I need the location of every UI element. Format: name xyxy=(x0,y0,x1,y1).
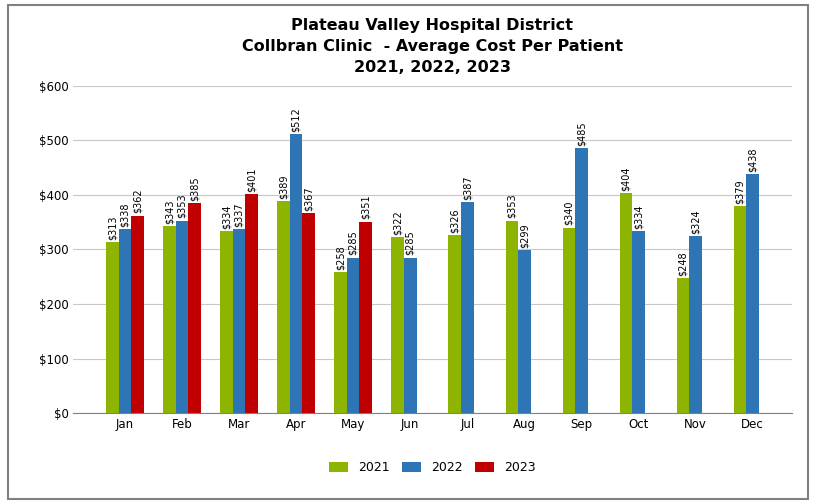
Bar xyxy=(118,229,131,413)
Bar xyxy=(506,221,518,413)
Bar xyxy=(518,250,530,413)
Bar xyxy=(392,237,404,413)
Bar xyxy=(303,213,315,413)
Text: $299: $299 xyxy=(519,223,530,248)
Bar xyxy=(449,235,461,413)
Text: $343: $343 xyxy=(164,199,175,224)
Text: $324: $324 xyxy=(690,210,701,234)
Bar xyxy=(359,222,372,413)
Text: $353: $353 xyxy=(177,194,187,218)
Text: $353: $353 xyxy=(507,194,517,218)
Bar xyxy=(290,134,303,413)
Bar xyxy=(131,216,144,413)
Text: $340: $340 xyxy=(564,201,574,225)
Bar xyxy=(632,231,645,413)
Text: $485: $485 xyxy=(576,121,587,146)
Bar xyxy=(619,193,632,413)
Bar xyxy=(676,278,690,413)
Text: $334: $334 xyxy=(633,204,644,229)
Bar xyxy=(461,202,473,413)
Text: $338: $338 xyxy=(120,202,130,227)
Bar xyxy=(106,242,118,413)
Bar xyxy=(335,272,347,413)
Text: $337: $337 xyxy=(234,203,244,227)
Bar xyxy=(163,226,175,413)
Bar xyxy=(277,201,290,413)
Bar xyxy=(220,231,233,413)
Text: $313: $313 xyxy=(108,216,118,240)
Text: $285: $285 xyxy=(406,231,415,256)
Text: $326: $326 xyxy=(450,209,459,233)
Title: Plateau Valley Hospital District
Collbran Clinic  - Average Cost Per Patient
202: Plateau Valley Hospital District Collbra… xyxy=(242,18,623,75)
Text: $401: $401 xyxy=(246,168,256,192)
Bar xyxy=(575,149,588,413)
Bar xyxy=(562,228,575,413)
Text: $387: $387 xyxy=(463,175,472,200)
Text: $258: $258 xyxy=(335,245,346,270)
Text: $438: $438 xyxy=(747,148,757,172)
Text: $362: $362 xyxy=(132,189,143,214)
Text: $322: $322 xyxy=(392,211,402,235)
Text: $285: $285 xyxy=(348,231,358,256)
Bar xyxy=(233,229,246,413)
Bar xyxy=(347,258,359,413)
Text: $367: $367 xyxy=(304,186,313,211)
Legend: 2021, 2022, 2023: 2021, 2022, 2023 xyxy=(325,456,540,479)
Bar xyxy=(734,206,747,413)
Bar xyxy=(404,258,416,413)
Text: $404: $404 xyxy=(621,166,631,191)
Text: $248: $248 xyxy=(678,251,688,276)
Text: $351: $351 xyxy=(361,195,370,219)
Bar xyxy=(246,195,258,413)
Text: $334: $334 xyxy=(221,204,232,229)
Bar xyxy=(690,236,702,413)
Text: $512: $512 xyxy=(291,107,301,132)
Bar xyxy=(188,203,201,413)
Bar xyxy=(747,174,759,413)
Text: $385: $385 xyxy=(189,176,200,201)
Text: $389: $389 xyxy=(278,174,289,199)
Text: $379: $379 xyxy=(735,179,745,204)
Bar xyxy=(175,221,188,413)
